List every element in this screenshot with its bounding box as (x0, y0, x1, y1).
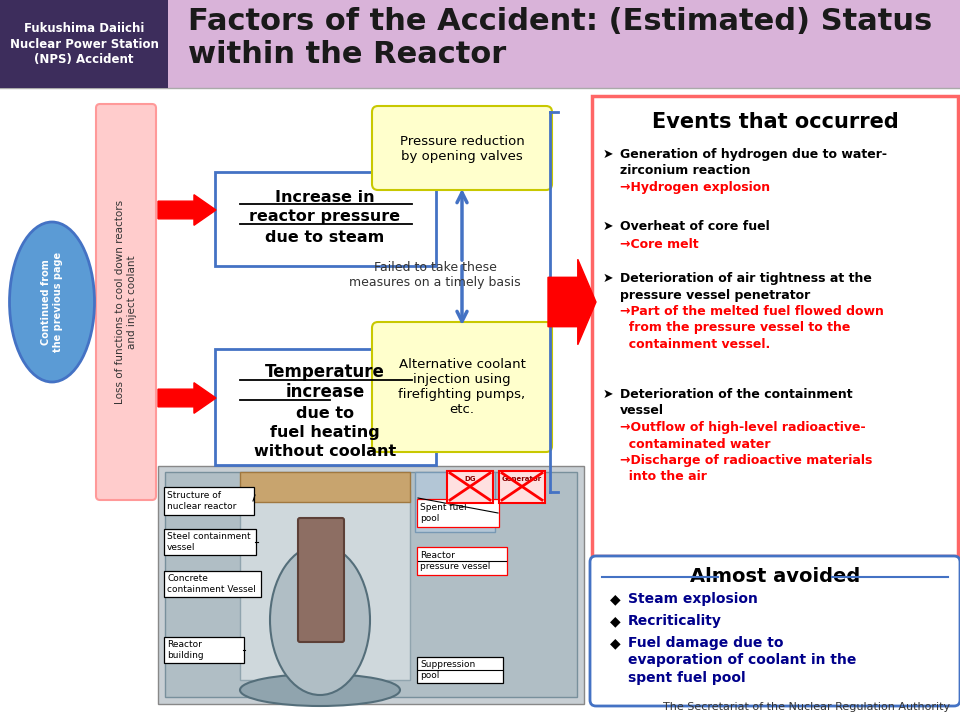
Text: Factors of the Accident: (Estimated) Status
within the Reactor: Factors of the Accident: (Estimated) Sta… (188, 6, 932, 69)
Text: ◆: ◆ (610, 592, 620, 606)
Text: ➤: ➤ (603, 388, 613, 401)
FancyBboxPatch shape (372, 322, 552, 452)
FancyBboxPatch shape (164, 487, 254, 515)
FancyBboxPatch shape (164, 571, 261, 597)
Text: fuel heating: fuel heating (270, 425, 380, 439)
Text: without coolant: without coolant (253, 444, 396, 459)
Text: Temperature: Temperature (265, 363, 385, 381)
FancyBboxPatch shape (590, 556, 960, 706)
Text: Spent fuel
pool: Spent fuel pool (420, 503, 467, 523)
Ellipse shape (270, 545, 370, 695)
Text: ➤: ➤ (603, 148, 613, 161)
Text: Concrete
containment Vessel: Concrete containment Vessel (167, 575, 256, 594)
Text: Reactor
pressure vessel: Reactor pressure vessel (420, 552, 491, 571)
FancyBboxPatch shape (215, 172, 436, 266)
Text: Increase in: Increase in (276, 189, 374, 204)
Text: due to: due to (296, 405, 354, 420)
Text: →Hydrogen explosion: →Hydrogen explosion (620, 181, 770, 194)
Text: Loss of functions to cool down reactors
and inject coolant: Loss of functions to cool down reactors … (115, 200, 137, 404)
Text: Fuel damage due to
evaporation of coolant in the
spent fuel pool: Fuel damage due to evaporation of coolan… (628, 636, 856, 685)
FancyBboxPatch shape (0, 0, 168, 88)
FancyBboxPatch shape (499, 471, 545, 503)
FancyBboxPatch shape (592, 96, 958, 556)
FancyBboxPatch shape (215, 349, 436, 465)
Polygon shape (158, 194, 216, 225)
FancyBboxPatch shape (164, 529, 256, 555)
Text: Structure of
nuclear reactor: Structure of nuclear reactor (167, 491, 236, 510)
Ellipse shape (10, 222, 94, 382)
Text: Overheat of core fuel: Overheat of core fuel (620, 220, 770, 233)
Text: →Core melt: →Core melt (620, 238, 699, 251)
Text: Generation of hydrogen due to water-
zirconium reaction: Generation of hydrogen due to water- zir… (620, 148, 887, 178)
Text: →Part of the melted fuel flowed down
  from the pressure vessel to the
  contain: →Part of the melted fuel flowed down fro… (620, 305, 884, 351)
FancyBboxPatch shape (240, 490, 410, 680)
Text: ◆: ◆ (610, 636, 620, 650)
Text: Alternative coolant
injection using
firefighting pumps,
etc.: Alternative coolant injection using fire… (398, 358, 525, 416)
Text: Pressure reduction
by opening valves: Pressure reduction by opening valves (399, 135, 524, 163)
Text: due to steam: due to steam (265, 230, 385, 246)
Text: Steel containment
vessel: Steel containment vessel (167, 532, 251, 552)
FancyBboxPatch shape (417, 657, 503, 683)
Text: Generator: Generator (502, 476, 542, 482)
Text: →Outflow of high-level radioactive-
  contaminated water
→Discharge of radioacti: →Outflow of high-level radioactive- cont… (620, 421, 873, 484)
FancyBboxPatch shape (96, 104, 156, 500)
Text: ➤: ➤ (603, 220, 613, 233)
FancyBboxPatch shape (164, 637, 244, 663)
Text: Failed to take these
measures on a timely basis: Failed to take these measures on a timel… (349, 261, 521, 289)
Text: Suppression
pool: Suppression pool (420, 660, 475, 680)
FancyBboxPatch shape (447, 471, 493, 503)
FancyBboxPatch shape (298, 518, 344, 642)
Text: The Secretariat of the Nuclear Regulation Authority: The Secretariat of the Nuclear Regulatio… (662, 702, 950, 712)
FancyBboxPatch shape (417, 499, 499, 527)
FancyBboxPatch shape (415, 472, 495, 532)
FancyBboxPatch shape (240, 472, 410, 502)
FancyBboxPatch shape (0, 0, 960, 88)
Text: Steam explosion: Steam explosion (628, 592, 757, 606)
FancyBboxPatch shape (417, 547, 507, 575)
Text: Fukushima Daiichi
Nuclear Power Station
(NPS) Accident: Fukushima Daiichi Nuclear Power Station … (10, 22, 158, 66)
Text: reactor pressure: reactor pressure (250, 210, 400, 225)
FancyBboxPatch shape (372, 106, 552, 190)
Text: Continued from
the previous page: Continued from the previous page (41, 252, 62, 352)
FancyBboxPatch shape (165, 472, 577, 697)
Text: ➤: ➤ (603, 272, 613, 285)
Text: Reactor
building: Reactor building (167, 640, 204, 660)
Text: Deterioration of air tightness at the
pressure vessel penetrator: Deterioration of air tightness at the pr… (620, 272, 872, 302)
Text: DG: DG (465, 476, 476, 482)
Ellipse shape (240, 674, 400, 706)
Polygon shape (548, 259, 596, 345)
Text: ◆: ◆ (610, 614, 620, 628)
Text: Deterioration of the containment
vessel: Deterioration of the containment vessel (620, 388, 852, 418)
FancyBboxPatch shape (158, 466, 584, 704)
Text: increase: increase (285, 383, 365, 401)
Text: Events that occurred: Events that occurred (652, 112, 899, 132)
Text: Recriticality: Recriticality (628, 614, 722, 628)
Text: Almost avoided: Almost avoided (690, 567, 860, 587)
Polygon shape (158, 383, 216, 413)
